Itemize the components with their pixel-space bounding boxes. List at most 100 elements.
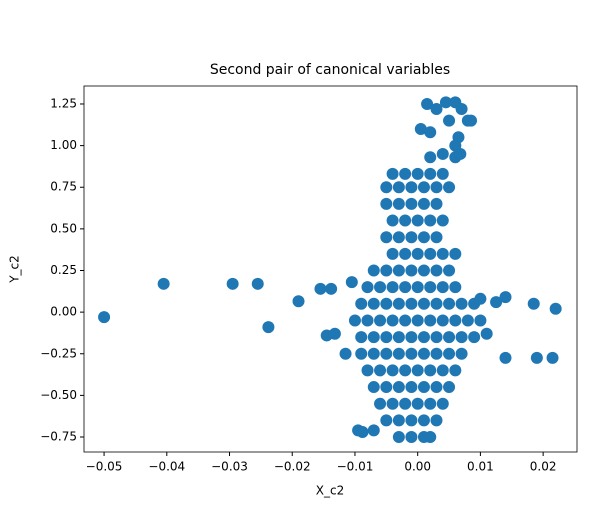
point [436,214,449,227]
point [421,97,434,110]
point [386,364,399,377]
point [392,347,405,360]
point [417,297,430,310]
point [355,297,368,310]
y-tick-label: −0.50 [40,388,77,402]
y-tick-label: 0.25 [50,263,77,277]
point [392,297,405,310]
point [461,314,474,327]
point [436,147,449,160]
point [405,431,418,444]
point [411,167,424,180]
point [527,297,540,310]
point [455,297,468,310]
x-tick-label: 0.02 [530,460,557,474]
point [499,291,512,304]
point [424,314,437,327]
x-tick-label: −0.05 [86,460,123,474]
point [430,414,443,427]
point [386,214,399,227]
point [430,347,443,360]
point [443,181,456,194]
point [549,302,562,315]
point [436,364,449,377]
point [374,397,387,410]
point [430,331,443,344]
point [417,197,430,210]
point [443,264,456,277]
point [328,327,341,340]
point [345,276,358,289]
point [443,114,456,127]
x-tick-label: 0.01 [467,460,494,474]
point [374,281,387,294]
point [449,139,462,152]
point [348,314,361,327]
point [417,414,430,427]
point [424,364,437,377]
point [424,431,437,444]
point [361,364,374,377]
point [424,281,437,294]
point [468,331,481,344]
point [251,277,264,290]
point [405,331,418,344]
plot-frame [83,85,578,453]
point [405,197,418,210]
point [436,247,449,260]
point [405,414,418,427]
point [392,331,405,344]
point [374,314,387,327]
point [399,247,412,260]
point [546,351,559,364]
point [414,122,427,135]
point [380,264,393,277]
point [424,214,437,227]
point [367,347,380,360]
point [436,281,449,294]
x-tick-label: −0.02 [274,460,311,474]
point [417,347,430,360]
point [436,167,449,180]
point [530,351,543,364]
point [399,167,412,180]
point [399,314,412,327]
point [392,431,405,444]
point [367,331,380,344]
point [449,314,462,327]
point [443,331,456,344]
point [226,277,239,290]
y-tick-label: 0.50 [50,221,77,235]
point [490,296,503,309]
point [443,381,456,394]
point [449,281,462,294]
point [411,281,424,294]
point [380,231,393,244]
point [430,102,443,115]
point [262,321,275,334]
point [411,247,424,260]
point [436,314,449,327]
point [424,167,437,180]
point [386,281,399,294]
point [399,397,412,410]
point [380,331,393,344]
point [455,331,468,344]
y-tick-label: 1.25 [50,96,77,110]
point [399,281,412,294]
point [411,314,424,327]
x-tick-label: 0.00 [404,460,431,474]
point [367,381,380,394]
y-tick-label: −0.25 [40,346,77,360]
chart-title: Second pair of canonical variables [210,62,450,78]
point [424,126,437,139]
y-tick-label: −0.75 [40,430,77,444]
point [417,181,430,194]
point [449,247,462,260]
point [386,167,399,180]
y-tick-label: 0.75 [50,180,77,194]
point [411,397,424,410]
y-axis-label: Y_c2 [8,255,22,284]
point [405,347,418,360]
point [405,231,418,244]
